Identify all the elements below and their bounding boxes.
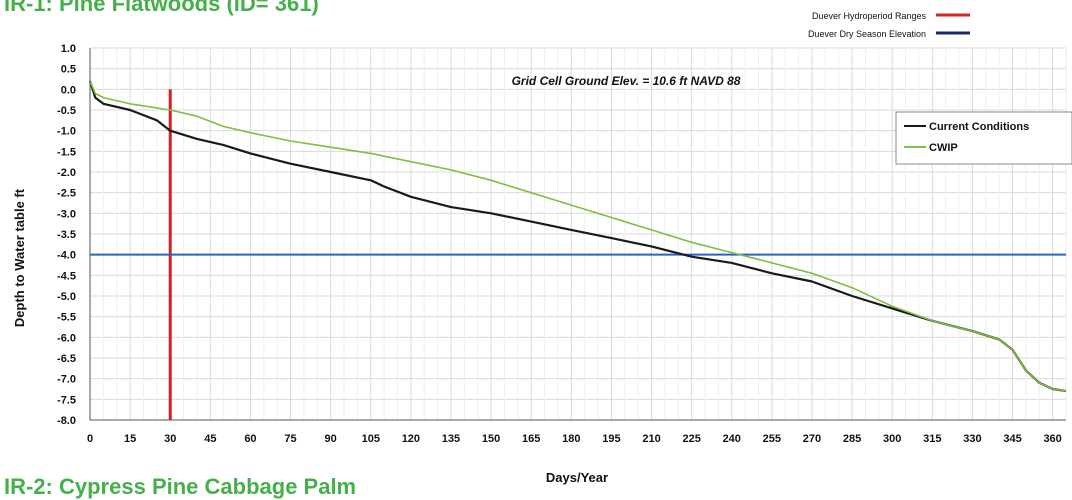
x-tick-label: 105 — [362, 433, 380, 445]
y-tick-label: -5.0 — [57, 291, 76, 303]
x-tick-label: 255 — [763, 433, 781, 445]
legend-label-current-conditions: Current Conditions — [929, 121, 1029, 133]
x-tick-label: 120 — [402, 433, 420, 445]
x-tick-label: 330 — [963, 433, 981, 445]
x-tick-label: 0 — [87, 433, 93, 445]
x-tick-label: 360 — [1043, 433, 1061, 445]
y-tick-label: -2.5 — [57, 188, 76, 200]
x-tick-label: 270 — [803, 433, 821, 445]
x-tick-label: 345 — [1003, 433, 1021, 445]
reference-legend-hydroperiod-label: Duever Hydroperiod Ranges — [812, 11, 927, 21]
x-tick-label: 15 — [124, 433, 136, 445]
reference-legend-dry-season-label: Duever Dry Season Elevation — [808, 29, 926, 39]
series-lines — [88, 80, 1067, 393]
x-tick-label: 225 — [682, 433, 700, 445]
y-tick-label: -3.5 — [57, 229, 76, 241]
x-tick-label: 300 — [883, 433, 901, 445]
next-section-title: IR-2: Cypress Pine Cabbage Palm — [4, 474, 357, 499]
series-legend: Current Conditions CWIP — [895, 111, 1072, 165]
y-tick-label: -0.5 — [57, 105, 76, 117]
x-tick-label: 285 — [843, 433, 861, 445]
y-tick-label: -4.0 — [57, 250, 76, 262]
y-tick-label: -2.0 — [57, 167, 76, 179]
y-tick-label: -6.5 — [57, 353, 76, 365]
y-tick-label: 0.0 — [61, 84, 76, 96]
x-tick-label: 150 — [482, 433, 500, 445]
y-tick-label: -7.5 — [57, 394, 76, 406]
y-axis-title: Depth to Water table ft — [12, 188, 27, 327]
x-tick-label: 135 — [442, 433, 460, 445]
x-axis-title: Days/Year — [546, 470, 608, 485]
x-tick-label: 30 — [164, 433, 176, 445]
x-tick-label: 90 — [325, 433, 337, 445]
y-tick-label: 0.5 — [61, 64, 76, 76]
series-legend-box — [895, 111, 1072, 165]
y-tick-label: -8.0 — [57, 415, 76, 427]
reference-lines — [90, 89, 1066, 420]
axes: 1.0 0.5 0.0 -0.5 -1.0 -1.5 -2.0 -2.5 -3.0 -3.5 -4.… — [57, 43, 1066, 445]
grid-layer — [89, 47, 1067, 421]
x-tick-label: 210 — [642, 433, 660, 445]
legend-label-cwip: CWIP — [929, 142, 958, 154]
page-title: IR-1: Pine Flatwoods (ID= 361) — [4, 0, 319, 16]
y-tick-label: -1.0 — [57, 126, 76, 138]
x-tick-label: 60 — [244, 433, 256, 445]
y-tick-label: -4.5 — [57, 270, 76, 282]
x-tick-label: 180 — [562, 433, 580, 445]
y-tick-label: -5.5 — [57, 312, 76, 324]
x-tick-label: 75 — [284, 433, 296, 445]
depth-to-water-chart: 1.0 0.5 0.0 -0.5 -1.0 -1.5 -2.0 -2.5 -3.0 -3.5 -4.… — [12, 11, 1072, 485]
x-tick-label: 45 — [204, 433, 216, 445]
y-tick-label: -7.0 — [57, 374, 76, 386]
y-tick-label: 1.0 — [61, 43, 76, 55]
y-tick-label: -6.0 — [57, 332, 76, 344]
series-line-cwip — [89, 80, 1067, 392]
x-tick-label: 240 — [723, 433, 741, 445]
y-tick-label: -3.0 — [57, 208, 76, 220]
reference-legend: Duever Hydroperiod Ranges Duever Dry Sea… — [808, 11, 970, 39]
x-tick-label: 315 — [923, 433, 941, 445]
x-tick-label: 195 — [602, 433, 620, 445]
y-tick-label: -1.5 — [57, 146, 76, 158]
ground-elevation-annotation: Grid Cell Ground Elev. = 10.6 ft NAVD 88 — [512, 74, 741, 88]
x-tick-label: 165 — [522, 433, 540, 445]
